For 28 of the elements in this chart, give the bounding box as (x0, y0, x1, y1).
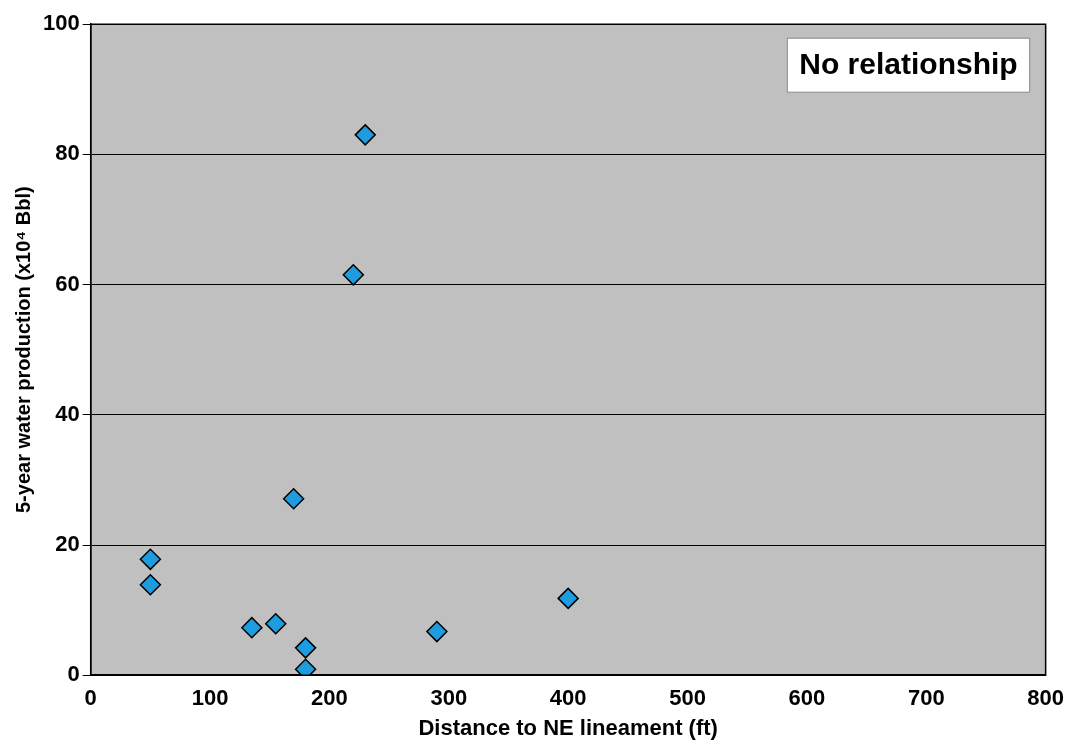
x-tick-label: 600 (788, 685, 826, 711)
point (139, 548, 162, 571)
x-tick-label: 500 (669, 685, 706, 711)
point (241, 616, 263, 639)
y-tick-label: 60 (55, 270, 80, 296)
point (294, 637, 317, 659)
x-tick-label: 700 (907, 685, 945, 711)
x-tick-label: 400 (549, 685, 587, 711)
x-tick-label: 200 (311, 685, 348, 711)
y-tick-label: 0 (67, 661, 80, 687)
x-axis-title: Distance to NE lineament (ft) (418, 714, 718, 740)
y-tick-label: 40 (55, 400, 80, 426)
point (139, 573, 162, 596)
y-axis-title: 5-year water production (x10⁴ Bbl) (11, 186, 34, 514)
point (264, 613, 287, 635)
y-tick-label: 100 (42, 10, 80, 36)
x-tick-label: 0 (84, 685, 97, 711)
point (354, 124, 376, 146)
x-tick-label: 800 (1027, 685, 1065, 711)
x-tick-label: 100 (191, 685, 229, 711)
x-tick-label: 300 (430, 685, 468, 711)
y-tick-label: 20 (55, 531, 80, 557)
point (557, 587, 579, 610)
point (342, 264, 365, 286)
point (282, 488, 305, 510)
y-tick-label: 80 (55, 140, 80, 166)
annotation: No relationship (799, 47, 1018, 81)
point (426, 620, 448, 643)
